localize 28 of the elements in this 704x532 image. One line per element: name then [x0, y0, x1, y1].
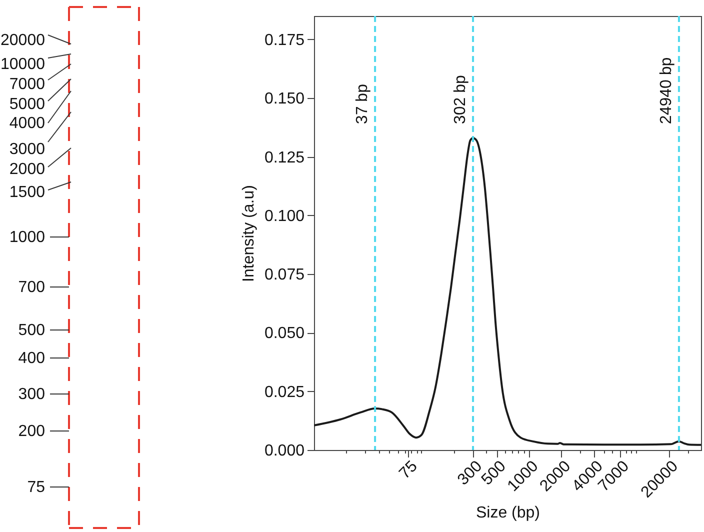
text: 200 — [18, 423, 46, 440]
text: 2000 — [9, 161, 46, 178]
text: 5000 — [9, 96, 46, 113]
ref-line-label: 302 bp — [452, 75, 470, 124]
ref-line-label: 24940 bp — [658, 57, 675, 124]
y-tick-label: 0.100 — [264, 208, 305, 225]
text: 500 — [18, 322, 46, 339]
x-tick-label: 75 — [396, 458, 421, 482]
y-tick-label: 0.125 — [264, 149, 305, 166]
text: 20000 — [0, 32, 46, 49]
text: 700 — [18, 279, 46, 296]
text: 4000 — [9, 115, 46, 132]
text: 10000 — [0, 56, 46, 73]
text: 3000 — [9, 141, 46, 158]
y-tick-label: 0.025 — [264, 384, 305, 401]
x-axis-title: Size (bp) — [476, 504, 540, 522]
text: 1500 — [9, 184, 46, 201]
y-axis-title: Intensity (a.u) — [240, 185, 258, 282]
y-tick-label: 0.175 — [264, 32, 305, 49]
y-tick-label: 0.075 — [264, 266, 305, 284]
ref-line-label: 37 bp — [354, 84, 372, 124]
text: 400 — [18, 350, 46, 367]
text: 1000 — [9, 229, 46, 246]
y-tick-label: 0.150 — [264, 90, 305, 108]
text: 7000 — [9, 76, 46, 93]
y-tick-label: 0.050 — [264, 325, 305, 342]
y-tick-label: 0.000 — [264, 442, 305, 460]
text: 300 — [18, 386, 46, 403]
